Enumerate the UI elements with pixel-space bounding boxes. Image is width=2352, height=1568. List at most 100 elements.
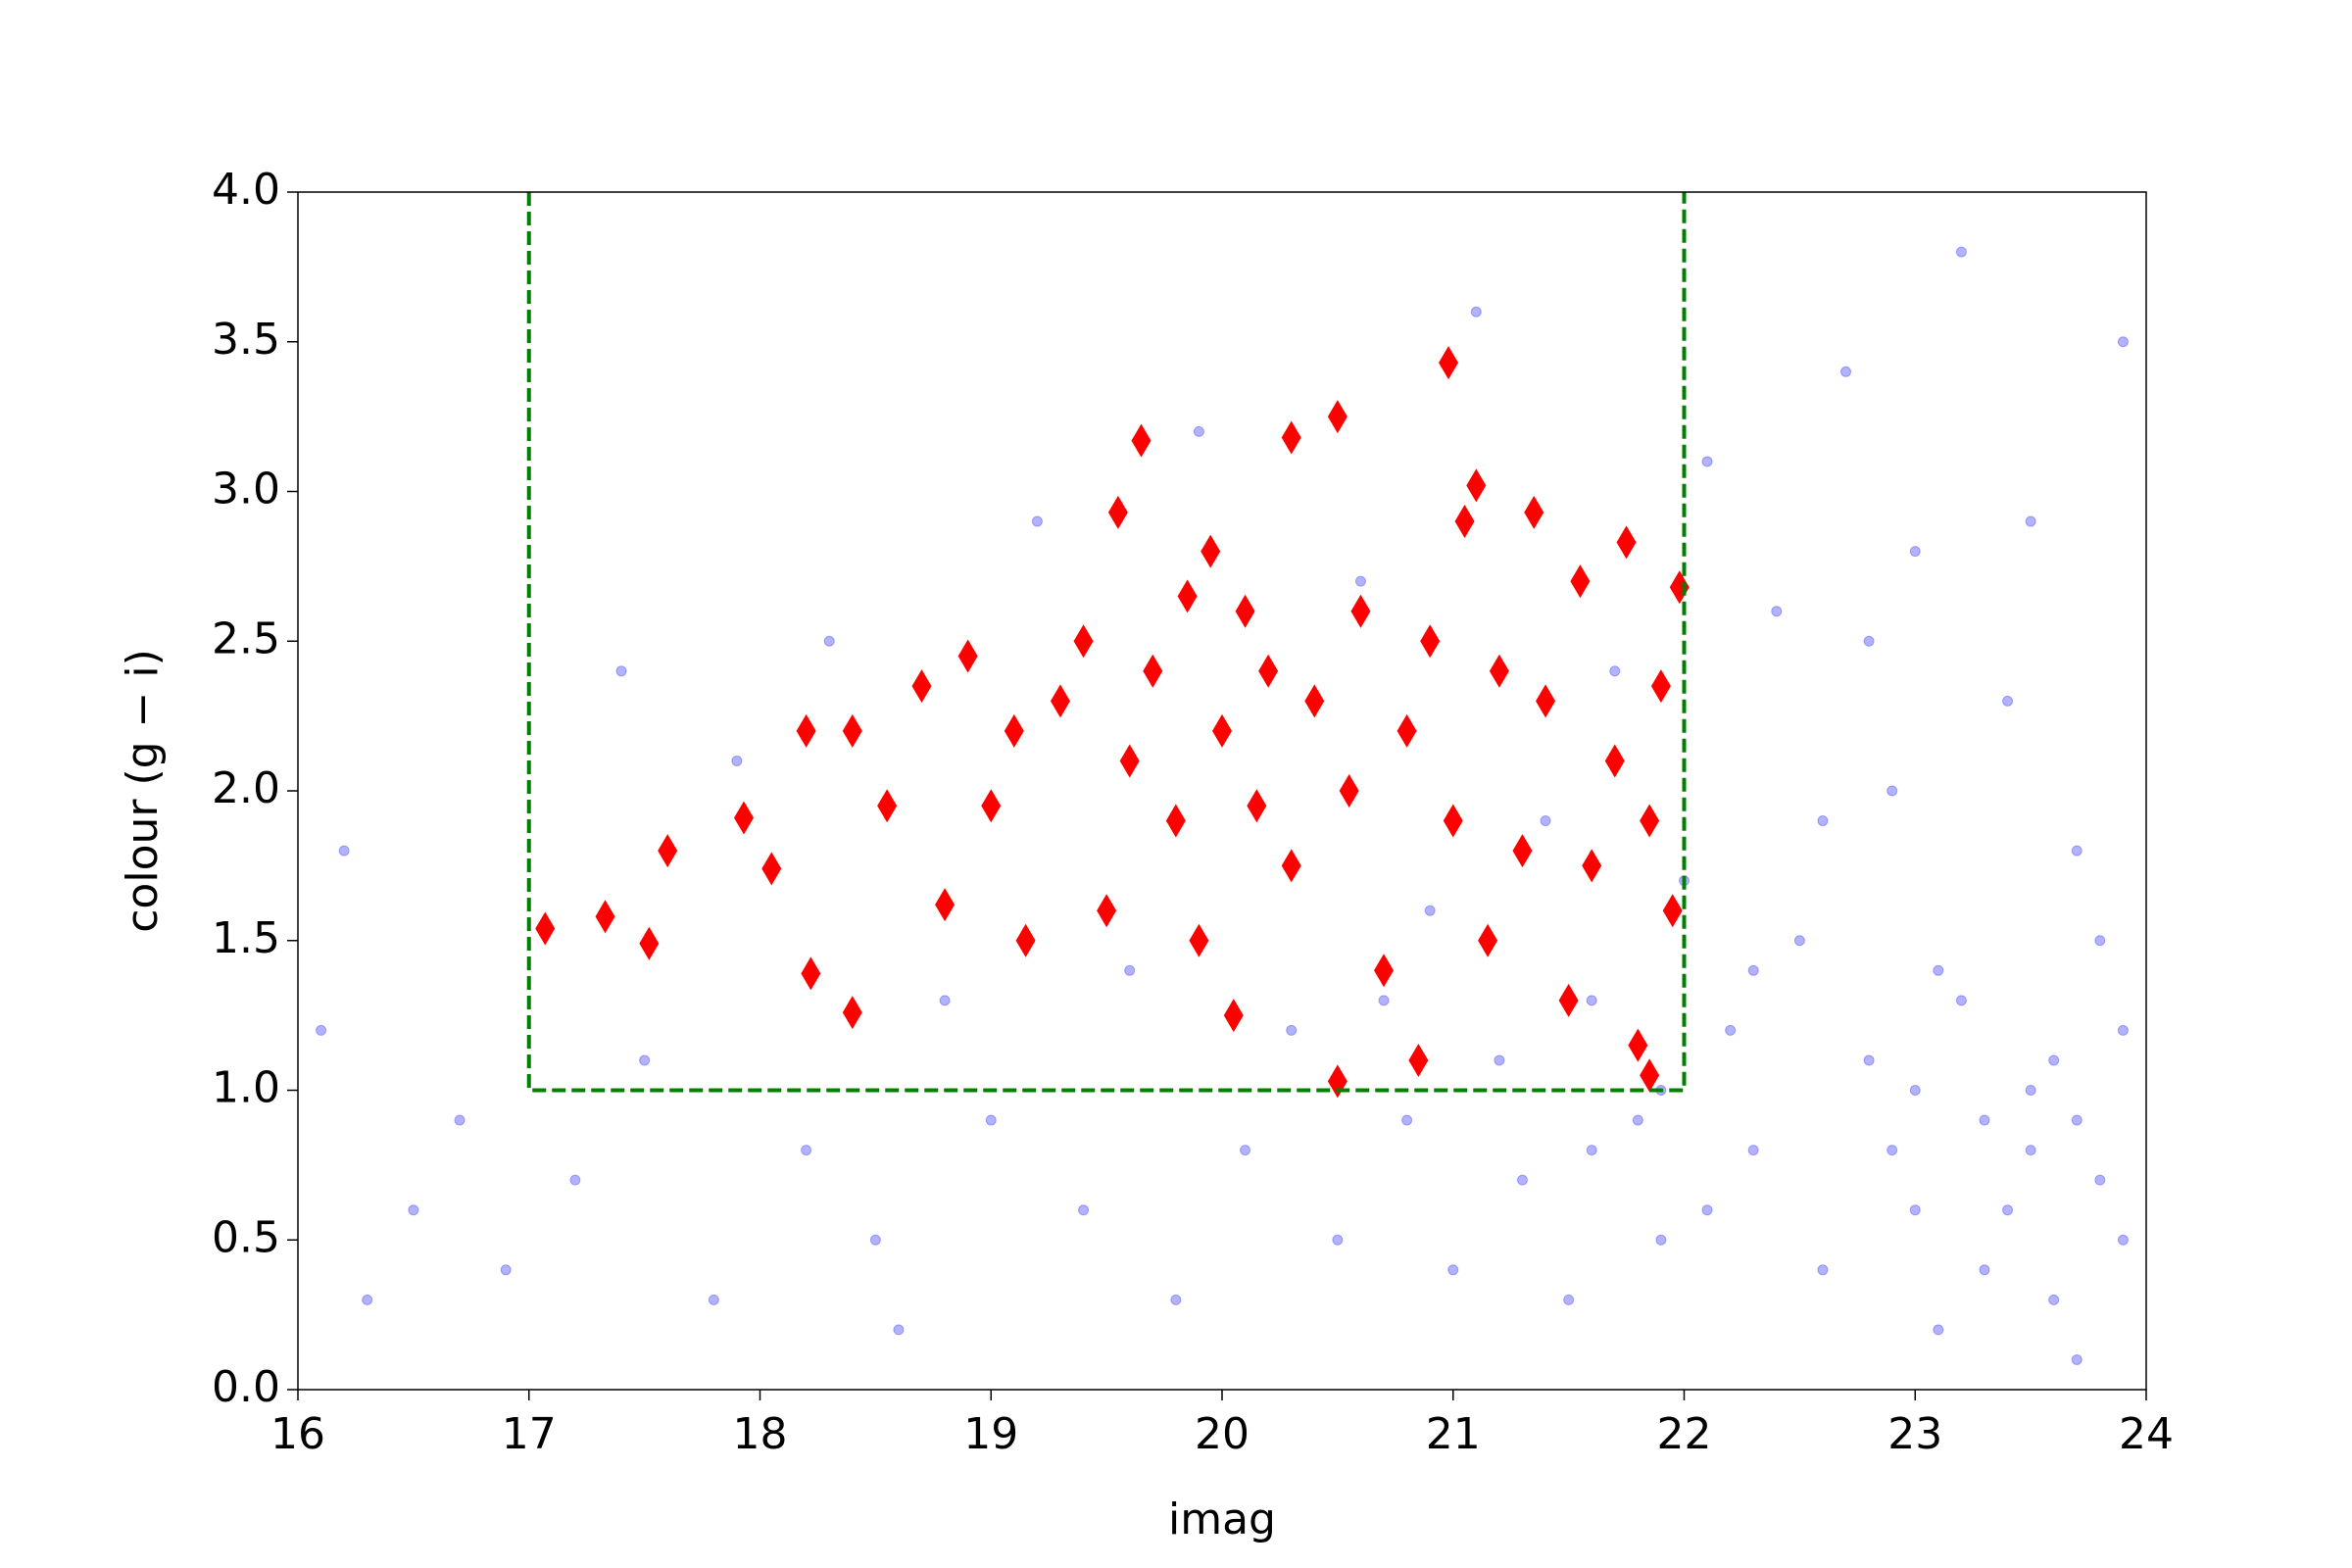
point — [2048, 1054, 2060, 1066]
diamond-point — [842, 713, 862, 748]
diamond-point — [1640, 1058, 1660, 1093]
point — [2002, 1204, 2014, 1216]
diamond-point — [1443, 804, 1463, 838]
x-tick-label: 23 — [1887, 1409, 1942, 1459]
diamond-point — [1662, 894, 1683, 928]
diamond-point — [911, 669, 932, 704]
diamond-point — [1223, 999, 1244, 1033]
diamond-point — [1143, 654, 1163, 688]
point — [1193, 425, 1204, 437]
point — [1078, 1204, 1090, 1216]
point — [1701, 1204, 1713, 1216]
point — [1470, 306, 1482, 318]
point — [1909, 1204, 1921, 1216]
y-tick-label: 2.0 — [212, 763, 280, 813]
diamond-point — [1536, 684, 1556, 718]
diamond-point — [1478, 923, 1498, 957]
diamond-point — [1247, 789, 1267, 823]
y-tick-label: 3.0 — [212, 465, 280, 514]
diamond-point — [935, 888, 956, 922]
point — [2002, 695, 2014, 707]
diamond-point — [1258, 654, 1279, 688]
point — [893, 1324, 905, 1336]
point — [1771, 606, 1783, 617]
diamond-point — [639, 926, 660, 960]
x-axis-label: imag — [1168, 1494, 1276, 1544]
point — [1655, 1234, 1667, 1246]
x-tick-label: 22 — [1657, 1409, 1712, 1459]
point — [2048, 1294, 2060, 1305]
point — [338, 845, 350, 857]
diamond-point — [1281, 849, 1301, 883]
diamond-point — [1570, 564, 1591, 599]
point — [2071, 845, 2082, 857]
point — [1701, 456, 1713, 467]
point — [1286, 1024, 1298, 1036]
point — [1886, 785, 1898, 797]
point — [1632, 1114, 1643, 1126]
diamond-point — [1669, 570, 1690, 605]
point — [1817, 815, 1829, 827]
y-tick-label: 1.5 — [212, 913, 280, 963]
point — [1979, 1264, 1990, 1276]
y-tick-label: 0.0 — [212, 1362, 280, 1412]
diamond-point — [1512, 834, 1533, 868]
diamond-point — [1004, 713, 1024, 748]
selection-box — [526, 192, 1687, 1093]
point — [2094, 1174, 2106, 1186]
diamond-point — [1189, 923, 1209, 957]
diamond-point — [1466, 468, 1487, 503]
diamond-point — [1604, 744, 1625, 778]
point — [615, 665, 627, 677]
point — [1817, 1264, 1829, 1276]
point — [1240, 1145, 1251, 1156]
point — [1354, 575, 1366, 587]
point — [939, 995, 951, 1006]
diamond-point — [1454, 505, 1475, 539]
diamond-point — [1304, 684, 1325, 718]
point — [569, 1174, 581, 1186]
diamond-point — [1396, 713, 1417, 748]
diamond-point — [1073, 624, 1094, 659]
point — [1863, 1054, 1875, 1066]
point — [1401, 1114, 1413, 1126]
diamond-point — [1489, 654, 1509, 688]
diamond-point — [1327, 400, 1348, 434]
point — [1933, 964, 1944, 976]
point — [1725, 1024, 1737, 1036]
point — [1170, 1294, 1182, 1305]
point — [2094, 935, 2106, 947]
point — [2117, 336, 2129, 348]
point — [1909, 546, 1921, 558]
point — [731, 755, 743, 766]
x-tick-label: 18 — [733, 1409, 788, 1459]
diamond-point — [1374, 954, 1395, 988]
point — [1124, 964, 1136, 976]
point — [1031, 515, 1043, 527]
diamond-point — [981, 789, 1002, 823]
point — [2071, 1353, 2082, 1365]
diamond-point — [1119, 744, 1140, 778]
x-tick-label: 19 — [963, 1409, 1018, 1459]
point — [1516, 1174, 1528, 1186]
point — [1332, 1234, 1344, 1246]
point — [2117, 1234, 2129, 1246]
point — [1979, 1114, 1990, 1126]
x-tick-label: 21 — [1426, 1409, 1481, 1459]
x-tick-label: 20 — [1195, 1409, 1250, 1459]
point — [985, 1114, 997, 1126]
point — [869, 1234, 881, 1246]
point — [1609, 665, 1621, 677]
point — [2025, 515, 2036, 527]
point — [1586, 995, 1597, 1006]
x-tick-label: 16 — [270, 1409, 325, 1459]
diamond-point — [1327, 1064, 1348, 1099]
point — [1563, 1294, 1575, 1305]
diamond-point — [761, 852, 782, 886]
y-tick-label: 1.0 — [212, 1063, 280, 1113]
x-tick-label: 24 — [2119, 1409, 2174, 1459]
x-tick-label: 17 — [502, 1409, 557, 1459]
diamond-point — [1107, 495, 1128, 529]
diamond-point — [1439, 346, 1459, 380]
